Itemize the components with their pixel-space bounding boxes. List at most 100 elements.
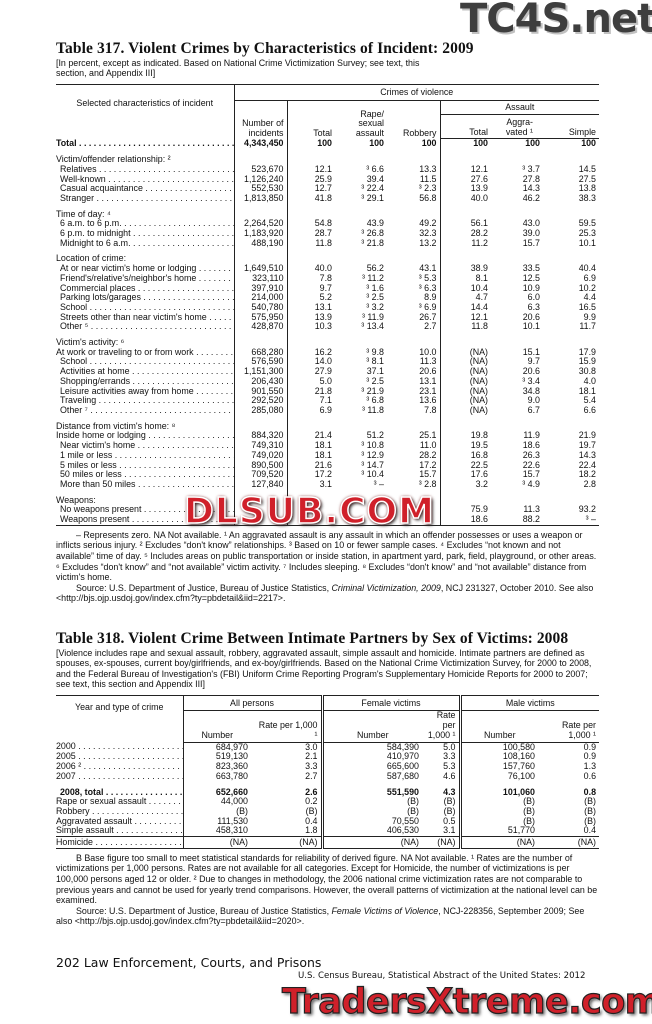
table-cell: 15.7 bbox=[387, 469, 441, 480]
table-317: Selected characteristics of incident Cri… bbox=[56, 83, 599, 526]
table-cell: 20.6 bbox=[522, 366, 540, 377]
table-317-title: Table 317. Violent Crimes by Characteris… bbox=[56, 40, 474, 57]
table-cell: 25.1 bbox=[387, 431, 441, 442]
row-label-text: 2007 bbox=[56, 772, 182, 781]
row-label-text: 1 mile or less bbox=[60, 451, 233, 460]
table-cell: ³ 21.8 bbox=[361, 237, 384, 248]
table-cell: 1,813,850 bbox=[234, 193, 288, 204]
table-cell: 4.6 bbox=[422, 771, 462, 782]
table-cell: ³ – bbox=[585, 514, 596, 525]
table-cell: (B) bbox=[584, 796, 597, 807]
table-cell: 100 bbox=[473, 138, 488, 149]
table-cell: 15.7 bbox=[522, 469, 540, 480]
table-cell: (B) bbox=[523, 805, 535, 816]
table-cell: ³ 5.3 bbox=[387, 273, 441, 284]
table-cell: ³ 9.8 bbox=[366, 346, 384, 357]
table-cell: 21.9 bbox=[578, 430, 596, 441]
table-cell: 100 bbox=[369, 138, 384, 149]
table-cell: (NA) bbox=[460, 836, 538, 849]
all-number-header: Number bbox=[183, 710, 251, 743]
table-cell bbox=[234, 155, 288, 165]
row-label: Midnight to 6 a.m. bbox=[56, 238, 235, 249]
table-cell: (NA) bbox=[469, 366, 488, 377]
table-cell: (NA) bbox=[469, 385, 488, 396]
table-cell: 19.7 bbox=[578, 440, 596, 451]
table-cell: 0.9 bbox=[583, 741, 597, 752]
row-label-text: Rape or sexual assault bbox=[56, 797, 182, 806]
table-cell: 1,183,920 bbox=[234, 228, 288, 239]
row-label-text: 2008, total bbox=[60, 788, 182, 797]
table-cell: 70,550 bbox=[391, 815, 419, 826]
table-cell: 44,000 bbox=[220, 796, 248, 807]
table-cell: 16.2 bbox=[314, 346, 332, 357]
row-label-text: Shopping/errands bbox=[60, 377, 233, 386]
table-cell: 884,320 bbox=[234, 431, 288, 442]
table-cell: 540,780 bbox=[234, 302, 288, 313]
table-cell: 7.1 bbox=[319, 395, 332, 406]
row-label: No weapons present bbox=[56, 505, 235, 516]
table-cell: 5.4 bbox=[583, 395, 596, 406]
table-cell: 2.6 bbox=[251, 787, 324, 798]
table-cell: 26.7 bbox=[387, 312, 441, 323]
table-cell: 16.5 bbox=[578, 301, 596, 312]
watermark-tc4s-logo: TC4S.net bbox=[460, 0, 652, 42]
rape-sexual-assault-header: Rape/ sexual assault bbox=[355, 108, 384, 139]
table-cell bbox=[387, 254, 441, 265]
table-cell: 292,520 bbox=[234, 396, 288, 406]
table-row: Leisure activities away from home901,550… bbox=[56, 385, 599, 397]
table-cell: 4.4 bbox=[583, 292, 596, 303]
row-label: Location of crime: bbox=[56, 254, 235, 265]
row-label: 2006 ² bbox=[56, 762, 184, 772]
table-cell: ³ 6.8 bbox=[366, 395, 384, 406]
table-cell: 11.3 bbox=[523, 504, 540, 515]
table-cell: ³ 2.3 bbox=[387, 184, 441, 194]
table-cell: 39.4 bbox=[366, 173, 384, 184]
row-label: Near victim's home bbox=[56, 441, 235, 451]
table-row: 5 miles or less890,500 21.6 ³ 14.717.2 22.5… bbox=[56, 460, 599, 471]
table-cell: 10.9 bbox=[522, 282, 540, 293]
table-cell: (NA) bbox=[183, 836, 251, 849]
row-label: More than 50 miles bbox=[56, 479, 235, 490]
spacer-row bbox=[56, 415, 599, 422]
table-cell: 100 bbox=[581, 138, 596, 149]
table-cell: ³ 22.4 bbox=[361, 183, 384, 194]
table-cell: 127,840 bbox=[234, 479, 288, 490]
table-cell: 0.4 bbox=[251, 816, 324, 827]
row-label-text: Homicide bbox=[56, 837, 182, 847]
table-row: Stranger1,813,850 41.8 ³ 29.156.8 40.0 46.2 3… bbox=[56, 193, 599, 204]
spacer-cell bbox=[387, 489, 441, 496]
row-label: Other ⁷ bbox=[56, 405, 235, 416]
table-cell: 1,126,240 bbox=[234, 174, 288, 185]
spacer-cell bbox=[387, 149, 441, 156]
row-label: Inside home or lodging bbox=[56, 431, 235, 442]
female-victims-header: Female victims bbox=[322, 695, 462, 712]
group-heading-row: Weapons: bbox=[56, 495, 599, 506]
table-cell: 4.3 bbox=[422, 787, 462, 798]
row-label-text: No weapons present bbox=[60, 505, 233, 514]
row-label: Rape or sexual assault bbox=[56, 797, 184, 807]
table-cell: 13.1 bbox=[314, 301, 332, 312]
table-cell: 5.0 bbox=[319, 375, 332, 386]
row-label-text: At or near victim's home or lodging bbox=[60, 264, 233, 273]
table-cell: 51,770 bbox=[507, 825, 535, 836]
table-cell: 37.1 bbox=[366, 366, 384, 377]
table-cell: 749,310 bbox=[234, 440, 288, 451]
table-cell: (NA) bbox=[251, 836, 324, 849]
row-label: School bbox=[56, 302, 235, 313]
table-cell: 18.6 bbox=[522, 440, 540, 451]
table-cell: 13.2 bbox=[387, 238, 441, 249]
table-cell: 27.8 bbox=[522, 173, 540, 184]
source-prefix: Source: U.S. Department of Justice, Bure… bbox=[76, 582, 332, 593]
table-cell: 40.0 bbox=[314, 263, 332, 274]
row-label-text: Distance from victim's home: ⁸ bbox=[56, 421, 176, 431]
spacer-cell bbox=[387, 332, 441, 339]
group-heading-row: Time of day: ⁴ bbox=[56, 209, 599, 220]
table-cell: 668,280 bbox=[234, 347, 288, 358]
table-row: More than 50 miles127,840 3.1 ³ –³ 2.8 3.2 ³… bbox=[56, 478, 599, 490]
row-label: 2005 bbox=[56, 752, 184, 763]
row-label: Parking lots/garages bbox=[56, 293, 235, 303]
table-cell: 3.3 bbox=[251, 761, 324, 772]
table-cell: 1.8 bbox=[251, 825, 324, 837]
table-cell: ³ – bbox=[373, 478, 384, 489]
table-cell: 38.9 bbox=[470, 263, 488, 274]
